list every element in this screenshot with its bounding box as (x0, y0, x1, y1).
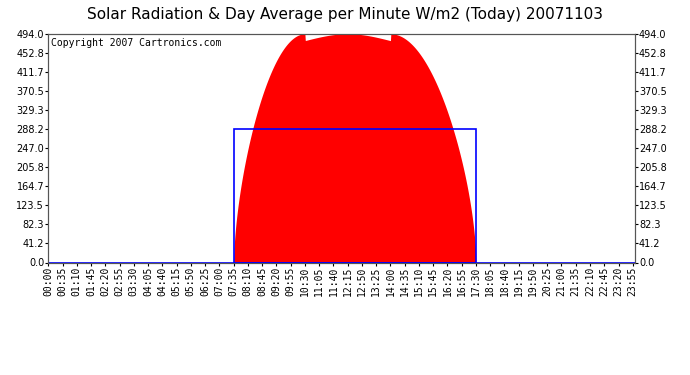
Bar (234, 129, 476, 262)
Text: Solar Radiation & Day Average per Minute W/m2 (Today) 20071103: Solar Radiation & Day Average per Minute… (87, 8, 603, 22)
Text: Copyright 2007 Cartronics.com: Copyright 2007 Cartronics.com (51, 38, 221, 48)
